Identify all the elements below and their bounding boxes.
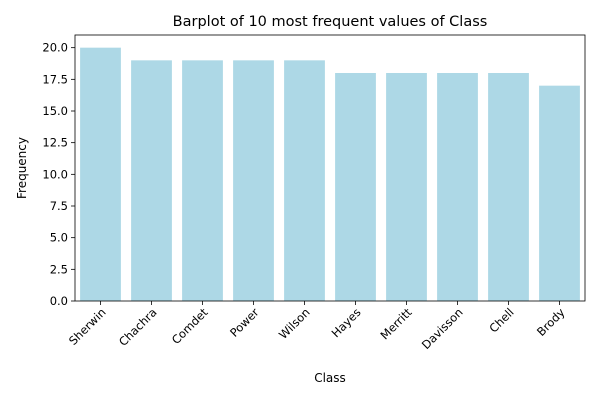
y-tick-label: 5.0 — [50, 231, 68, 245]
x-tick-label: Chell — [486, 305, 516, 335]
x-tick-label: Hayes — [329, 305, 364, 340]
y-tick-label: 2.5 — [50, 262, 68, 276]
y-tick-label: 0.0 — [50, 294, 68, 308]
x-tick-label: Wilson — [276, 305, 313, 342]
bar-brody — [539, 85, 580, 302]
y-tick-label: 15.0 — [42, 104, 68, 118]
bar-hayes — [335, 73, 376, 301]
bars-group — [80, 47, 580, 302]
y-tick-label: 20.0 — [42, 41, 68, 55]
x-tick-label: Power — [227, 305, 262, 340]
bar-davisson — [437, 73, 478, 301]
x-tick-label: Merritt — [378, 305, 415, 342]
axes-frame — [74, 34, 586, 302]
bar-merritt — [386, 73, 427, 301]
x-tick-label: Davisson — [419, 305, 466, 352]
bar-power — [233, 60, 274, 302]
plot-frame — [74, 34, 586, 302]
chart-title: Barplot of 10 most frequent values of Cl… — [173, 14, 488, 30]
bar-sherwin — [80, 47, 121, 301]
y-tick-label: 7.5 — [50, 199, 68, 213]
x-tick-label: Chachra — [116, 305, 160, 349]
y-tick-label: 10.0 — [42, 167, 68, 181]
y-axis-ticks: 0.0 2.5 5.0 7.5 10.0 12.5 15.0 17.5 20.0 — [42, 41, 75, 308]
y-axis-label: Frequency — [15, 137, 29, 199]
bar-comdet — [182, 60, 223, 302]
x-tick-label: Sherwin — [66, 305, 109, 348]
x-tick-label: Comdet — [169, 305, 211, 347]
y-tick-label: 17.5 — [42, 72, 68, 86]
x-axis-label: Class — [314, 371, 346, 385]
y-tick-label: 12.5 — [42, 136, 68, 150]
x-tick-label: Brody — [534, 305, 568, 339]
bar-chell — [488, 73, 529, 301]
bar-chachra — [131, 60, 172, 302]
x-axis-ticks: Sherwin Chachra Comdet Power Wilson Hayes Merr… — [66, 301, 568, 352]
bar-wilson — [284, 60, 325, 302]
